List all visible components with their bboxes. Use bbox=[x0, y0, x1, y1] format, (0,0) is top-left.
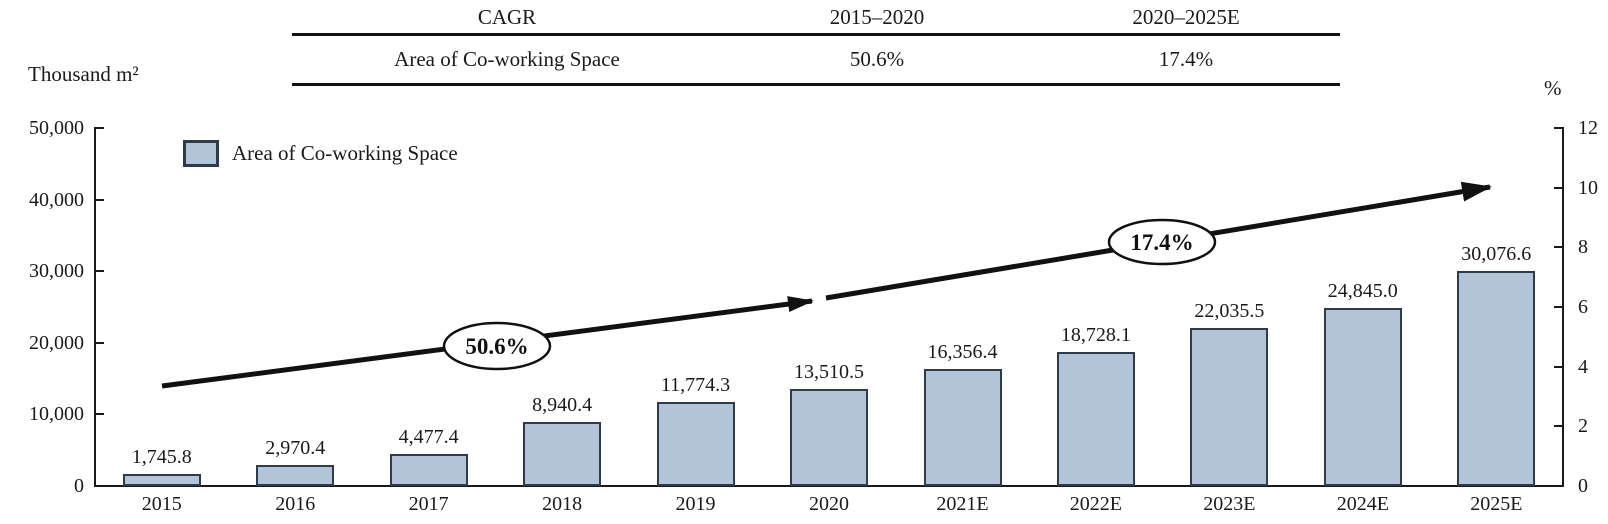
y-left-tick bbox=[96, 198, 104, 201]
bar bbox=[122, 473, 201, 486]
bar bbox=[389, 453, 468, 486]
bar-value-label: 30,076.6 bbox=[1461, 242, 1532, 265]
bar bbox=[1323, 308, 1402, 486]
growth-annotation-text-17-4: 17.4% bbox=[1130, 230, 1193, 255]
x-tick-label: 2016 bbox=[275, 493, 316, 515]
bar bbox=[523, 422, 602, 486]
y-left-tick-label: 50,000 bbox=[29, 117, 84, 139]
y-right-tick-label: 12 bbox=[1578, 117, 1598, 139]
y-right-tick-label: 6 bbox=[1578, 296, 1588, 318]
bar bbox=[1056, 351, 1135, 486]
growth-annotation-text-50-6: 50.6% bbox=[465, 334, 528, 359]
cagr-table-metric-label: Area of Co-working Space bbox=[394, 47, 620, 71]
x-tick-label: 2022E bbox=[1069, 493, 1122, 515]
x-tick-label: 2021E bbox=[936, 493, 989, 515]
y-right-tick bbox=[1554, 365, 1562, 368]
right-y-axis-line bbox=[1562, 127, 1564, 487]
y-right-tick bbox=[1554, 246, 1562, 249]
growth-annotation-bubble-17-4 bbox=[1107, 218, 1217, 266]
x-tick-label: 2015 bbox=[141, 493, 182, 515]
y-left-tick-label: 20,000 bbox=[29, 331, 84, 354]
cagr-table-header-row: CAGR 2015–2020 2020–2025E bbox=[292, 2, 1340, 36]
y-left-tick bbox=[96, 341, 104, 344]
legend-swatch-icon bbox=[183, 140, 219, 167]
bar-value-label: 1,745.8 bbox=[131, 445, 192, 468]
cagr-table-header-metric: CAGR bbox=[477, 5, 537, 29]
cagr-table-data-row: Area of Co-working Space 50.6% 17.4% bbox=[292, 36, 1340, 86]
left-y-axis-line bbox=[94, 127, 96, 487]
bar-value-label: 2,970.4 bbox=[265, 436, 326, 459]
x-tick-label: 2017 bbox=[408, 493, 449, 515]
y-left-tick-label: 0 bbox=[74, 475, 84, 497]
x-tick-label: 2019 bbox=[675, 493, 716, 515]
x-tick-label: 2023E bbox=[1203, 493, 1256, 515]
growth-annotation-bubble-50-6 bbox=[442, 321, 552, 371]
y-right-tick bbox=[1554, 306, 1562, 308]
y-left-tick-label: 10,000 bbox=[29, 403, 84, 426]
x-tick-label: 2018 bbox=[542, 493, 583, 515]
y-right-tick-label: 2 bbox=[1578, 415, 1588, 438]
x-tick-label: 2020 bbox=[809, 493, 849, 515]
y-right-tick bbox=[1554, 425, 1562, 428]
y-right-tick bbox=[1554, 186, 1562, 189]
right-axis-unit-label: % bbox=[1544, 76, 1562, 100]
bar bbox=[1457, 270, 1536, 486]
y-left-tick bbox=[96, 485, 104, 487]
bar bbox=[256, 464, 335, 486]
x-tick-label: 2024E bbox=[1336, 493, 1389, 515]
bar-value-label: 16,356.4 bbox=[927, 340, 998, 363]
cagr-table: CAGR 2015–2020 2020–2025E Area of Co-wor… bbox=[292, 2, 1340, 86]
bar-value-label: 24,845.0 bbox=[1327, 280, 1398, 303]
y-left-tick bbox=[96, 127, 104, 129]
bar bbox=[923, 368, 1002, 486]
left-axis-unit-label: Thousand m² bbox=[28, 62, 139, 86]
cagr-table-header-2015-2020: 2015–2020 bbox=[829, 5, 925, 29]
bar-value-label: 22,035.5 bbox=[1194, 300, 1265, 323]
legend-label: Area of Co-working Space bbox=[232, 141, 458, 165]
y-left-tick bbox=[96, 413, 104, 416]
y-left-tick-label: 30,000 bbox=[29, 260, 84, 283]
y-right-tick-label: 10 bbox=[1578, 176, 1598, 199]
y-left-tick-label: 40,000 bbox=[29, 188, 84, 211]
cagr-value-2020-2025e: 17.4% bbox=[1158, 47, 1214, 71]
y-right-tick bbox=[1554, 127, 1562, 129]
y-right-tick-label: 4 bbox=[1578, 355, 1588, 378]
bar-value-label: 13,510.5 bbox=[794, 361, 864, 384]
bar bbox=[656, 401, 735, 486]
y-right-tick bbox=[1554, 485, 1562, 487]
cagr-table-header-2020-2025e: 2020–2025E bbox=[1132, 5, 1240, 29]
legend: Area of Co-working Space bbox=[183, 140, 458, 167]
y-right-tick-label: 8 bbox=[1578, 236, 1588, 259]
x-tick-label: 2025E bbox=[1470, 493, 1523, 515]
cagr-value-2015-2020: 50.6% bbox=[849, 47, 905, 71]
bar-value-label: 18,728.1 bbox=[1060, 323, 1131, 346]
bar-value-label: 8,940.4 bbox=[532, 394, 593, 416]
y-left-tick bbox=[96, 270, 104, 273]
bar-value-label: 11,774.3 bbox=[660, 373, 731, 396]
x-axis-line bbox=[94, 485, 1564, 487]
bar-value-label: 4,477.4 bbox=[398, 425, 459, 448]
y-right-tick-label: 0 bbox=[1578, 475, 1588, 497]
bar bbox=[790, 389, 868, 486]
bar bbox=[1190, 328, 1269, 486]
